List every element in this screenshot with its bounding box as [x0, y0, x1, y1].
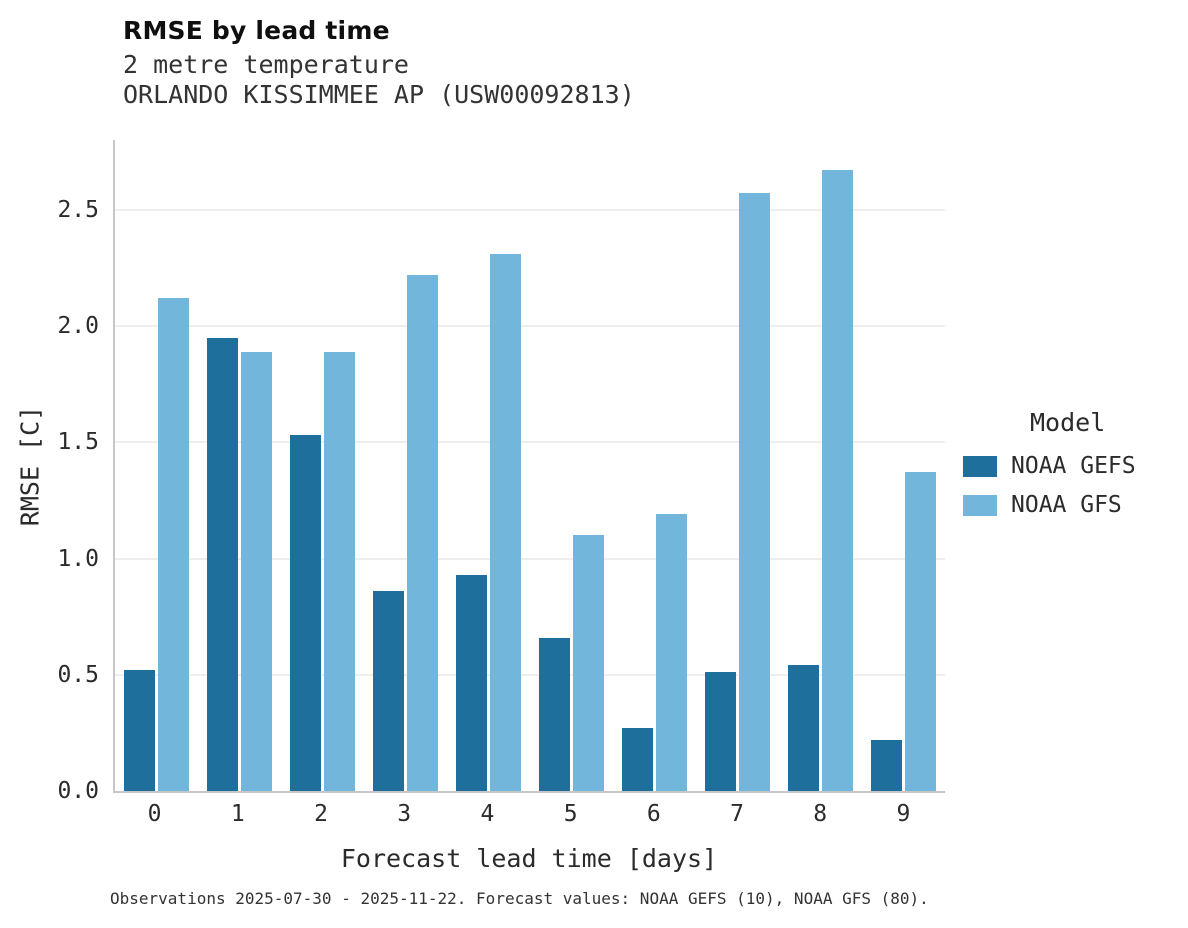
- x-tick-label-6: 6: [646, 801, 661, 827]
- x-tick-label-3: 3: [397, 801, 412, 827]
- gridline-y-1.0: [115, 558, 945, 559]
- legend-item-noaa-gefs: NOAA GEFS: [963, 453, 1136, 479]
- bar-group-day-8: [779, 140, 862, 791]
- x-tick-label-7: 7: [730, 801, 744, 827]
- y-tick-label-0.0: 0.0: [57, 778, 99, 804]
- bar-group-day-4: [447, 140, 530, 791]
- legend-item-noaa-gfs: NOAA GFS: [963, 492, 1136, 518]
- caption: Observations 2025-07-30 - 2025-11-22. Fo…: [110, 889, 929, 908]
- bar-noaa-gefs-day-7: [705, 672, 736, 791]
- bar-group-day-0: [115, 140, 198, 791]
- bar-noaa-gfs-day-6: [656, 514, 687, 791]
- bar-noaa-gefs-day-8: [788, 665, 819, 791]
- x-tick-label-2: 2: [314, 801, 328, 827]
- legend-title: Model: [1030, 408, 1106, 437]
- chart-title: RMSE by lead time: [123, 16, 390, 45]
- bars-container: [115, 140, 945, 791]
- bar-group-day-3: [364, 140, 447, 791]
- x-tick-label-1: 1: [230, 801, 245, 827]
- bar-noaa-gfs-day-9: [905, 472, 936, 791]
- bar-noaa-gfs-day-2: [324, 351, 355, 791]
- bar-noaa-gefs-day-9: [871, 739, 902, 791]
- y-tick-label-1.0: 1.0: [57, 545, 99, 572]
- x-tick-label-0: 0: [147, 801, 162, 827]
- bar-noaa-gefs-day-4: [456, 574, 487, 791]
- y-axis-label: RMSE [C]: [15, 405, 45, 527]
- gridline-y-2.5: [115, 209, 945, 211]
- bar-group-day-9: [862, 140, 945, 791]
- x-tick-label-8: 8: [813, 801, 828, 827]
- gridline-y-2.0: [115, 325, 945, 327]
- legend-swatch-noaa-gefs: [963, 455, 997, 477]
- bar-noaa-gefs-day-1: [207, 337, 238, 791]
- x-axis-label: Forecast lead time [days]: [340, 844, 718, 873]
- bar-group-day-5: [530, 140, 613, 791]
- plot-area: 0.0 0.5 1.0 1.5 2.0 2.5: [57, 140, 945, 804]
- bar-group-day-2: [281, 140, 364, 791]
- bar-noaa-gfs-day-3: [407, 274, 438, 791]
- y-tick-label-1.5: 1.5: [57, 429, 99, 456]
- legend-swatch-noaa-gfs: [963, 494, 997, 516]
- chart-subtitle-station: ORLANDO KISSIMMEE AP (USW00092813): [123, 80, 635, 109]
- x-tick-label-4: 4: [480, 801, 495, 827]
- bar-noaa-gfs-day-5: [573, 535, 604, 791]
- bar-noaa-gfs-day-1: [241, 351, 272, 791]
- x-tick-label-5: 5: [563, 801, 578, 827]
- bar-noaa-gfs-day-0: [158, 298, 189, 791]
- x-axis-ticks: 0 1 2 3 4 5 6 7 8 9: [113, 801, 945, 827]
- bar-noaa-gefs-day-6: [622, 728, 653, 791]
- bar-group-day-1: [198, 140, 281, 791]
- bar-noaa-gfs-day-8: [822, 170, 853, 791]
- bar-noaa-gefs-day-3: [373, 591, 404, 791]
- bar-noaa-gefs-day-0: [124, 670, 155, 791]
- legend: Model NOAA GEFS NOAA GFS: [963, 408, 1136, 531]
- bar-noaa-gfs-day-4: [490, 253, 521, 791]
- gridline-y-1.5: [115, 441, 945, 443]
- bar-noaa-gfs-day-7: [739, 193, 770, 791]
- y-tick-label-2.5: 2.5: [57, 196, 99, 223]
- bar-group-day-6: [613, 140, 696, 791]
- legend-label-noaa-gefs: NOAA GEFS: [1011, 453, 1136, 479]
- chart-subtitle-variable: 2 metre temperature: [123, 50, 409, 79]
- bar-noaa-gefs-day-5: [539, 637, 570, 791]
- x-tick-label-9: 9: [896, 801, 911, 827]
- bar-noaa-gefs-day-2: [290, 435, 321, 791]
- legend-label-noaa-gfs: NOAA GFS: [1011, 492, 1122, 518]
- bar-group-day-7: [696, 140, 779, 791]
- gridline-y-0.5: [115, 674, 945, 676]
- y-tick-label-2.0: 2.0: [57, 313, 99, 339]
- y-tick-label-0.5: 0.5: [57, 661, 99, 688]
